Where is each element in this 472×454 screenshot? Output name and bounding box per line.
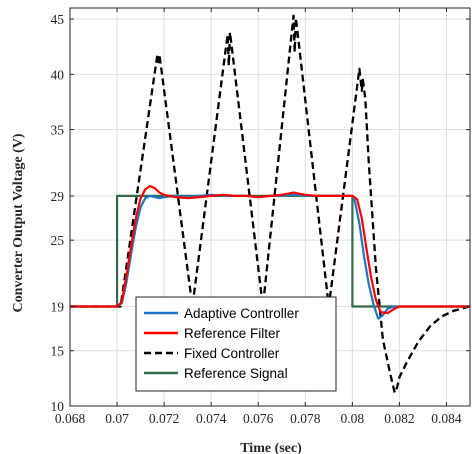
y-tick-label: 10 (51, 399, 65, 414)
series-layer (70, 14, 471, 394)
x-tick-label: 0.076 (243, 411, 274, 426)
y-tick-label: 29 (51, 189, 65, 204)
y-tick-label: 15 (51, 344, 65, 359)
x-tick-label: 0.084 (431, 411, 462, 426)
x-tick-label: 0.08 (341, 411, 365, 426)
x-tick-label: 0.082 (384, 411, 414, 426)
x-axis-label: Time (sec) (240, 441, 302, 454)
y-tick-label: 19 (51, 300, 65, 315)
y-axis-label: Converter Output Voltage (V) (11, 133, 26, 312)
axes-box (69, 7, 471, 407)
legend-label: Adaptive Controller (184, 306, 299, 321)
legend-label: Reference Filter (184, 326, 281, 341)
x-tick-label: 0.07 (105, 411, 129, 426)
legend-label: Reference Signal (184, 366, 288, 381)
x-tick-label: 0.072 (149, 411, 179, 426)
y-tick-label: 45 (51, 12, 65, 27)
fixed-controller-line (70, 14, 471, 394)
legend-label: Fixed Controller (184, 346, 280, 361)
legend: Adaptive Controller Reference Filter Fixed… (135, 296, 337, 392)
x-tick-label: 0.068 (55, 411, 86, 426)
y-tick-label: 35 (51, 123, 65, 138)
y-tick-label: 25 (51, 233, 65, 248)
y-tick-label: 40 (51, 67, 65, 82)
x-tick-label: 0.078 (290, 411, 321, 426)
reference-filter-line (70, 184, 470, 315)
x-tick-label: 0.074 (196, 411, 227, 426)
tick-marks (69, 8, 470, 407)
x-axis-tick-labels: 0.068 0.07 0.072 0.074 0.076 0.078 0.08 0.082 0.… (55, 411, 462, 426)
y-axis-tick-labels: 10 15 19 25 29 35 40 45 (51, 12, 65, 414)
